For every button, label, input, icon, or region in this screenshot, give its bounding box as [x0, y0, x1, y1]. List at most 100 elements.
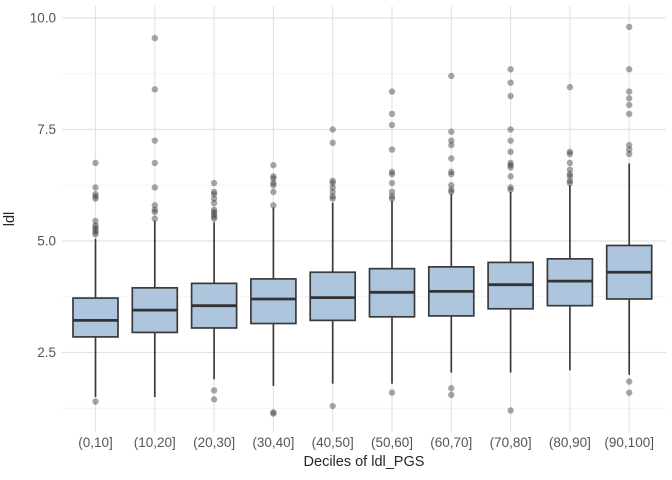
outlier-point	[626, 389, 633, 396]
outlier-point	[270, 182, 277, 189]
x-axis-tick-labels: (0,10] (10,20] (20,30] (30,40] (40,50] (50,60…	[78, 435, 654, 450]
outlier-point	[210, 213, 218, 220]
outlier-point	[92, 226, 99, 234]
outlier-point	[270, 179, 277, 187]
boxplot-decile-9	[546, 83, 594, 371]
outlier-point	[507, 126, 514, 133]
iqr-box	[250, 278, 297, 325]
outlier-point	[626, 150, 633, 158]
outlier-point	[507, 137, 514, 144]
gridlines-major	[62, 17, 666, 354]
outlier-point	[388, 195, 396, 202]
outlier-point	[388, 193, 396, 200]
outlier-point	[92, 184, 99, 191]
outlier-point	[210, 396, 218, 403]
outlier-point	[270, 202, 277, 209]
outlier-point	[210, 387, 218, 394]
outlier-point	[507, 92, 514, 100]
outlier-point	[507, 148, 514, 155]
outlier-point	[388, 168, 396, 176]
outlier-point	[448, 182, 455, 189]
outlier-point	[210, 208, 218, 216]
boxplot-decile-8	[487, 66, 534, 414]
x-tick-label: (10,20]	[134, 435, 176, 450]
outlier-point	[448, 170, 455, 178]
boxplot-decile-1	[72, 159, 119, 405]
outlier-point	[626, 23, 633, 31]
outlier-point	[151, 184, 158, 191]
outlier-point	[626, 66, 633, 73]
boxplot-decile-5	[309, 126, 357, 410]
gridlines-vertical	[94, 6, 630, 432]
outlier-point	[626, 141, 633, 149]
outlier-point	[329, 139, 336, 147]
outlier-point	[566, 177, 574, 184]
y-tick-label: 7.5	[37, 122, 56, 137]
outlier-point	[448, 384, 455, 392]
outlier-point	[92, 228, 99, 236]
outlier-point	[507, 161, 514, 169]
outlier-point	[566, 150, 574, 158]
outlier-point	[388, 170, 396, 178]
outlier-point	[151, 34, 158, 42]
outlier-point	[507, 186, 514, 193]
boxplot-decile-2	[131, 34, 179, 398]
x-axis-title: Deciles of ldl_PGS	[304, 454, 425, 470]
outlier-point	[507, 173, 514, 180]
outlier-point	[151, 159, 158, 167]
outlier-point	[448, 72, 455, 80]
x-tick-label: (20,30]	[193, 435, 235, 450]
outlier-point	[151, 208, 158, 216]
outlier-point	[92, 224, 99, 231]
boxplot-decile-7	[427, 72, 475, 399]
outlier-point	[507, 79, 514, 86]
outlier-point	[566, 170, 574, 178]
outlier-point	[329, 195, 336, 202]
outlier-point	[329, 177, 336, 184]
outlier-point	[626, 88, 633, 95]
x-tick-label: (80,90]	[549, 435, 591, 450]
outlier-point	[270, 173, 277, 180]
outlier-point	[448, 168, 455, 176]
iqr-box	[72, 297, 119, 338]
outlier-point	[566, 83, 574, 91]
x-tick-label: (40,50]	[312, 435, 354, 450]
outlier-point	[388, 389, 396, 396]
outlier-point	[448, 391, 455, 399]
boxplot-decile-4	[250, 161, 297, 417]
outlier-point	[270, 188, 277, 196]
outlier-point	[507, 159, 514, 167]
outlier-point	[92, 159, 99, 167]
outlier-point	[626, 146, 633, 153]
outlier-point	[270, 410, 277, 417]
y-axis-title: ldl	[2, 212, 18, 227]
x-tick-label: (60,70]	[430, 435, 472, 450]
outlier-point	[507, 164, 514, 171]
y-tick-label: 5.0	[37, 234, 56, 249]
outlier-point	[329, 188, 336, 196]
outlier-point	[448, 137, 455, 144]
outlier-point	[566, 166, 574, 173]
outlier-point	[329, 193, 336, 200]
outlier-point	[448, 141, 455, 149]
outlier-point	[507, 184, 514, 191]
outlier-point	[566, 179, 574, 187]
outlier-point	[448, 155, 455, 162]
outlier-point	[448, 128, 455, 135]
outlier-point	[329, 402, 336, 410]
y-axis-tick-labels: 2.5 5.0 7.5 10.0	[30, 11, 56, 361]
outlier-point	[92, 217, 99, 225]
outlier-point	[448, 186, 455, 193]
outlier-point	[210, 179, 218, 187]
outlier-point	[210, 206, 218, 213]
outlier-point	[92, 398, 99, 405]
outlier-point	[270, 175, 277, 182]
boxplot-decile-6	[368, 88, 416, 396]
outlier-point	[210, 211, 218, 218]
outlier-point	[448, 188, 455, 196]
boxplot-decile-10	[605, 23, 653, 396]
outlier-point	[388, 88, 396, 95]
outlier-point	[329, 184, 336, 191]
